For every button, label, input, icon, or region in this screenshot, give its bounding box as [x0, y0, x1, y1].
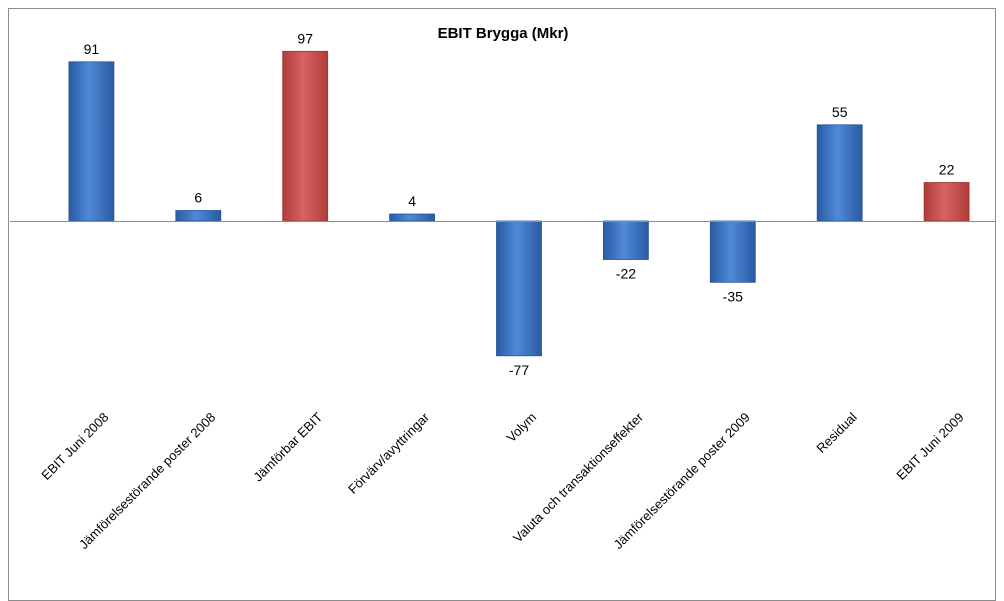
bar-4 — [389, 213, 436, 222]
chart-title: EBIT Brygga (Mkr) — [438, 25, 569, 42]
data-label-3: 97 — [297, 30, 313, 46]
bar-8 — [816, 124, 863, 222]
category-label-9: EBIT Juni 2009 — [893, 410, 966, 483]
data-label-7: -35 — [723, 288, 743, 304]
bar-2 — [175, 210, 222, 222]
category-label-4: Förvärv/avyttringar — [345, 409, 433, 497]
data-label-1: 91 — [84, 41, 100, 57]
bar-1 — [68, 61, 115, 222]
data-label-2: 6 — [194, 190, 202, 206]
category-label-8: Residual — [813, 409, 859, 455]
category-label-5: Volym — [503, 410, 539, 446]
category-label-3: Jämförbar EBIT — [250, 409, 325, 484]
bar-5 — [496, 220, 542, 357]
data-label-8: 55 — [832, 104, 848, 120]
bar-7 — [709, 220, 756, 283]
data-labels-group: 91 6 97 4 -77 -22 -35 55 22 — [84, 30, 955, 378]
data-label-5: -77 — [509, 362, 529, 378]
bar-9 — [923, 182, 970, 222]
bars-group — [68, 50, 970, 357]
data-label-9: 22 — [939, 162, 955, 178]
data-label-4: 4 — [408, 193, 416, 209]
bar-6 — [603, 220, 649, 260]
category-label-1: EBIT Juni 2008 — [38, 410, 111, 483]
bar-3 — [282, 50, 329, 222]
data-label-6: -22 — [616, 266, 636, 282]
